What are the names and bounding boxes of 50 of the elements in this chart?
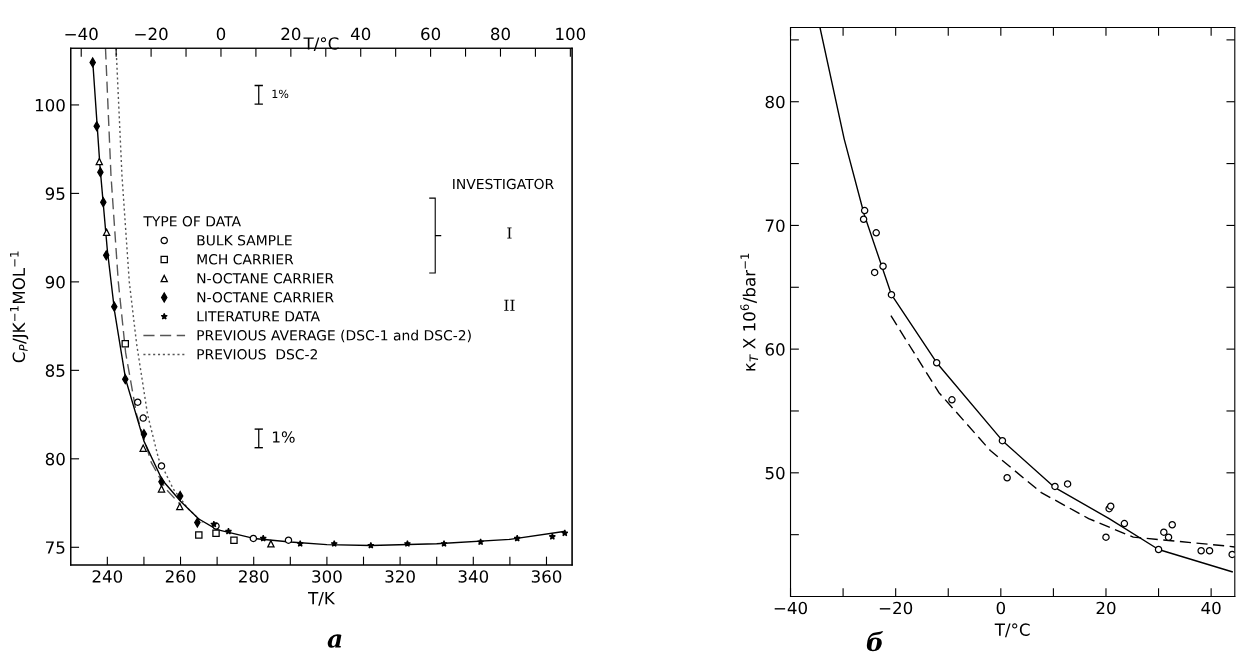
legend-label: LITERATURE DATA xyxy=(197,311,320,322)
x2-tick-label: 60 xyxy=(421,27,441,41)
text: a xyxy=(327,634,342,648)
x-tick-label: 20 xyxy=(1096,601,1116,615)
y-tick-label: 60 xyxy=(765,343,785,356)
annotation: INVESTIGATOR xyxy=(453,178,554,190)
y-tick-label: 85 xyxy=(45,364,65,377)
annotation: 1% xyxy=(272,89,289,99)
legend-label: PREVIOUS AVERAGE (DSC-1 and DSC-2) xyxy=(197,329,471,343)
x2-tick-label: 80 xyxy=(491,27,510,41)
x-axis-title: T/K xyxy=(308,592,336,606)
legend-label: N-OCTANE CARRIER xyxy=(197,273,334,284)
annotation: 1% xyxy=(272,431,295,443)
y-axis-title: κ$_{T}$ X 10$^{6}$/bar$^{−1}$ xyxy=(740,253,759,371)
legend-label: BULK SAMPLE xyxy=(197,235,292,246)
y-tick-label: 90 xyxy=(45,275,65,289)
text: б xyxy=(866,631,884,652)
legend-label: MCH CARRIER xyxy=(197,254,294,265)
x2-tick-label: 0 xyxy=(216,27,226,41)
x-tick-label: 300 xyxy=(312,570,342,583)
x2-tick-label: −40 xyxy=(65,27,98,41)
x-tick-label: 320 xyxy=(385,570,415,583)
x-tick-label: 40 xyxy=(1201,601,1221,615)
x2-tick-label: 100 xyxy=(556,27,586,41)
x-tick-label: 260 xyxy=(165,570,196,583)
y-tick-label: 80 xyxy=(765,95,785,109)
x2-tick-label: 20 xyxy=(281,27,301,41)
x2-axis-title: T/°C xyxy=(303,37,339,52)
annotation: II xyxy=(504,299,515,311)
y-tick-label: 80 xyxy=(45,452,65,466)
y-tick-label: 50 xyxy=(765,466,785,480)
x2-tick-label: −20 xyxy=(135,27,168,41)
legend-label: N-OCTANE CARRIER xyxy=(197,292,334,303)
legend-label: PREVIOUS DSC-2 xyxy=(197,349,317,360)
x-tick-label: −40 xyxy=(774,601,807,615)
x2-tick-label: 40 xyxy=(350,27,371,41)
y-axis-title: C$_{P}$/JK$^{−1}$MOL$^{−1}$ xyxy=(10,251,29,363)
y-tick-label: 70 xyxy=(765,219,785,232)
x-tick-label: 280 xyxy=(239,570,269,583)
x-tick-label: 340 xyxy=(458,570,489,583)
y-tick-label: 100 xyxy=(35,98,65,112)
x-axis-title: T/°C xyxy=(994,623,1030,638)
legend-title: TYPE OF DATA xyxy=(143,216,241,227)
x-tick-label: 240 xyxy=(92,570,123,583)
annotation: I xyxy=(507,227,512,239)
x-tick-label: −20 xyxy=(879,601,913,615)
x-tick-label: 0 xyxy=(996,601,1006,615)
x-tick-label: 360 xyxy=(531,570,562,583)
y-tick-label: 75 xyxy=(46,541,65,554)
y-tick-label: 95 xyxy=(45,187,65,200)
